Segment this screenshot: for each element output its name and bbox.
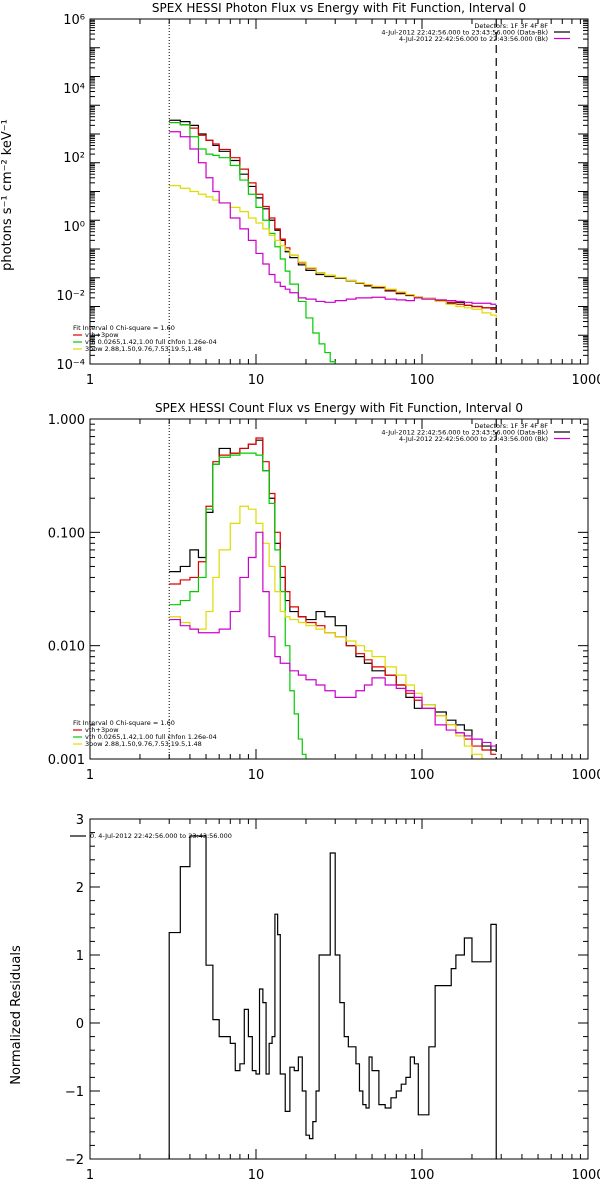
series-group	[169, 437, 497, 759]
residuals-panel: Normalized Residuals 0. 4-Jul-2012 22:42…	[9, 813, 600, 1183]
series-line	[169, 437, 497, 755]
x-tick-label: 1	[86, 373, 94, 388]
info-right-line: 4-Jul-2012 22:42:56.000 to 22:43:56.000 …	[399, 35, 548, 43]
info-right-line: 4-Jul-2012 22:42:56.000 to 23:43:56.000 …	[381, 429, 548, 437]
y-tick-label: 0	[76, 1017, 84, 1032]
photon-panel-title: SPEX HESSI Photon Flux vs Energy with Fi…	[152, 1, 526, 15]
x-tick-label: 100	[410, 768, 435, 783]
info-right-line: 4-Jul-2012 22:42:56.000 to 22:43:56.000 …	[399, 435, 548, 443]
series-line	[169, 505, 486, 759]
series-line	[169, 452, 307, 759]
x-tick-label: 10	[248, 1168, 265, 1183]
residuals-panel-ylabel: Normalized Residuals	[9, 945, 24, 1085]
series-line	[169, 121, 336, 364]
info-right-line: Detectors: 1F 3F 4F 8F	[474, 422, 548, 430]
y-tick-label: 10⁰	[63, 220, 85, 235]
y-tick-label: 2	[76, 881, 84, 896]
series-line	[169, 131, 497, 305]
x-tick-label: 100	[410, 1168, 435, 1183]
photon-info-left: Fit Interval 0 Chi-square = 1.60vth+3pow…	[73, 324, 217, 353]
info-left-line: Fit Interval 0 Chi-square = 1.60	[73, 719, 175, 727]
residuals-legend: 0. 4-Jul-2012 22:42:56.000 to 23:43:56.0…	[90, 832, 232, 840]
series-line	[168, 835, 497, 1159]
count-info-left: Fit Interval 0 Chi-square = 1.60vth+3pow…	[73, 719, 217, 748]
y-tick-label: 0.100	[48, 526, 85, 541]
info-left-line: vth 0.0265,1.42,1.00 full chfon 1.26e-04	[85, 338, 217, 346]
info-left-line: vth 0.0265,1.42,1.00 full chfon 1.26e-04	[85, 733, 217, 741]
x-tick-label: 1	[86, 768, 94, 783]
info-right-line: 4-Jul-2012 22:42:56.000 to 23:43:56.000 …	[381, 29, 548, 37]
info-left-line: vth+3pow	[85, 726, 119, 734]
info-left-line: 3pow 2.88,1.50,9.76,7.53,19.5,1.48	[85, 345, 202, 353]
y-tick-label: −2	[65, 1153, 84, 1168]
y-tick-label: 1.000	[48, 413, 85, 428]
plot-frame	[89, 18, 589, 365]
info-left-line: 3pow 2.88,1.50,9.76,7.53,19.5,1.48	[85, 740, 202, 748]
info-right-line: Detectors: 1F 3F 4F 8F	[474, 22, 548, 30]
y-tick-label: 10⁻⁴	[56, 358, 85, 373]
y-tick-label: 0.001	[48, 753, 85, 768]
info-left-line: Fit Interval 0 Chi-square = 1.60	[73, 324, 175, 332]
series-line	[169, 531, 497, 747]
count-info-right: Detectors: 1F 3F 4F 8F4-Jul-2012 22:42:5…	[381, 422, 570, 443]
y-tick-label: 10⁴	[63, 82, 85, 97]
plot-frame	[89, 818, 589, 1160]
y-tick-label: 0.010	[48, 640, 85, 655]
count-flux-panel: SPEX HESSI Count Flux vs Energy with Fit…	[48, 401, 600, 783]
count-panel-title: SPEX HESSI Count Flux vs Energy with Fit…	[155, 401, 523, 415]
info-left-line: vth+3pow	[85, 331, 119, 339]
x-tick-label: 1	[86, 1168, 94, 1183]
series-group	[168, 835, 497, 1159]
photon-info-right: Detectors: 1F 3F 4F 8F4-Jul-2012 22:42:5…	[381, 22, 570, 43]
x-tick-label: 10	[248, 373, 265, 388]
y-tick-label: 1	[76, 949, 84, 964]
plot-frame	[89, 418, 589, 760]
y-tick-label: −1	[65, 1085, 84, 1100]
y-tick-label: 3	[76, 813, 84, 828]
y-tick-label: 10⁻²	[56, 289, 85, 304]
series-line	[169, 121, 497, 310]
photon-flux-panel: SPEX HESSI Photon Flux vs Energy with Fi…	[0, 1, 600, 388]
y-tick-label: 10⁶	[63, 13, 85, 28]
x-tick-label: 10	[248, 768, 265, 783]
series-line	[169, 119, 497, 309]
series-group	[169, 119, 497, 364]
y-tick-label: 10²	[63, 151, 85, 166]
series-line	[169, 185, 497, 318]
series-line	[169, 439, 497, 751]
photon-panel-ylabel: photons s⁻¹ cm⁻² keV⁻¹	[0, 119, 15, 271]
x-tick-label: 100	[410, 373, 435, 388]
